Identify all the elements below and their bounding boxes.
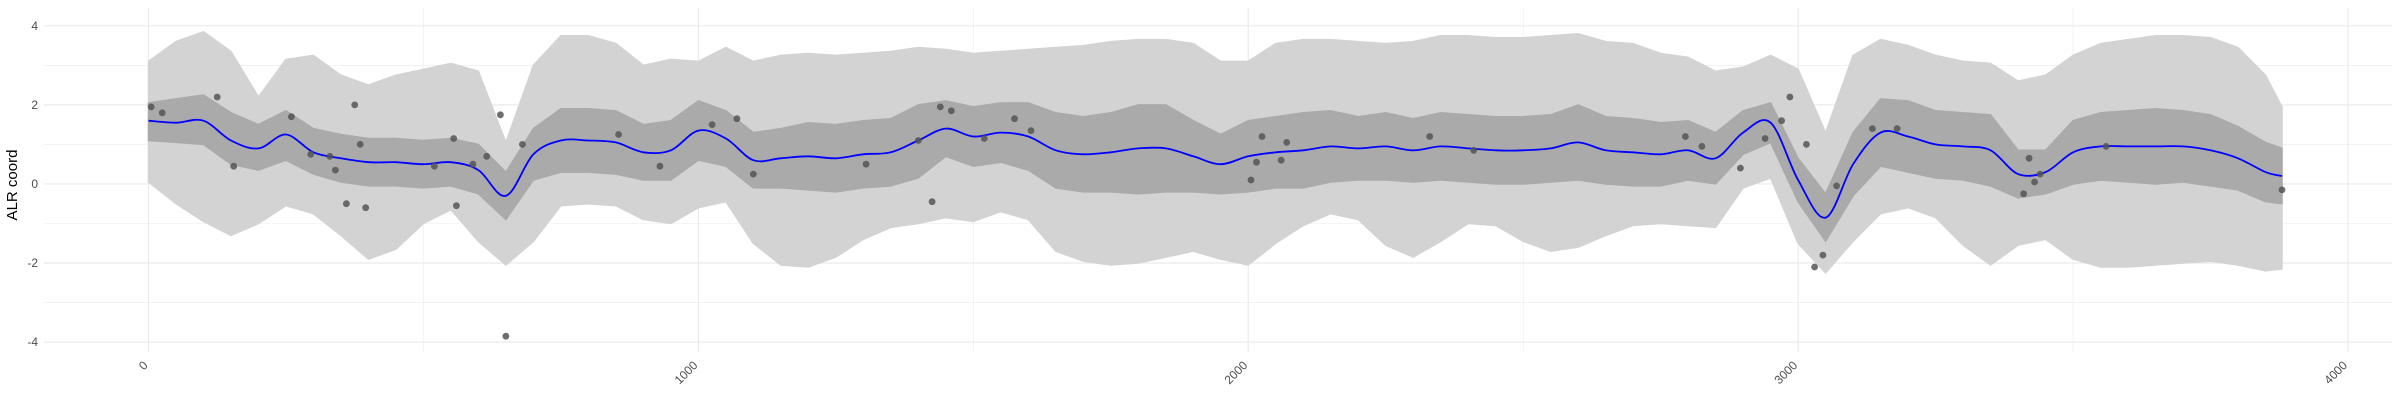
data-point xyxy=(1027,127,1035,134)
y-tick-label: 2 xyxy=(31,98,38,112)
data-point xyxy=(1778,117,1785,125)
mean-line xyxy=(148,118,2283,219)
data-point xyxy=(332,166,339,174)
data-point xyxy=(1893,125,1901,132)
data-point xyxy=(1426,133,1434,140)
x-tick-labels: 0 1000 2000 3000 4000 xyxy=(136,358,2350,387)
data-point xyxy=(936,103,944,111)
data-point xyxy=(656,162,664,170)
data-point xyxy=(1253,158,1260,166)
data-point xyxy=(2102,143,2110,150)
x-tick-label: 2000 xyxy=(1222,358,1251,387)
data-point xyxy=(497,111,504,119)
inner-confidence-band xyxy=(147,94,2283,243)
x-tick-label: 3000 xyxy=(1771,358,1800,387)
data-point xyxy=(914,137,922,144)
data-point xyxy=(307,150,315,158)
data-point xyxy=(1803,141,1810,148)
data-point xyxy=(450,135,458,142)
x-tick-label: 1000 xyxy=(672,358,701,387)
x-tick-label: 4000 xyxy=(2321,358,2350,387)
data-point xyxy=(213,93,221,101)
data-point xyxy=(1786,93,1794,101)
data-point xyxy=(1737,164,1744,172)
y-tick-label: 0 xyxy=(31,177,38,191)
data-point xyxy=(2031,178,2038,186)
data-point xyxy=(230,162,238,170)
data-point xyxy=(2036,170,2044,178)
data-point xyxy=(1470,146,1478,154)
data-point xyxy=(1761,135,1769,142)
data-point xyxy=(502,332,510,340)
data-point xyxy=(1682,133,1689,140)
data-point xyxy=(1277,156,1285,164)
data-point xyxy=(1283,139,1291,146)
data-point xyxy=(1811,263,1818,271)
data-point xyxy=(343,200,350,208)
data-point xyxy=(1869,125,1876,132)
data-point xyxy=(615,131,622,138)
y-tick-labels: -4 -2 0 2 4 xyxy=(27,19,38,349)
data-point xyxy=(453,202,460,210)
data-point xyxy=(1833,182,1840,190)
data-point xyxy=(431,162,438,170)
data-point xyxy=(356,141,364,148)
data-point xyxy=(2020,190,2027,198)
data-point xyxy=(928,198,936,206)
observation-points xyxy=(147,93,2286,340)
data-point xyxy=(947,107,955,115)
y-axis-title: ALR coord xyxy=(4,150,21,221)
data-point xyxy=(1011,115,1018,123)
data-point xyxy=(2025,154,2033,162)
data-point xyxy=(1698,143,1706,150)
data-point xyxy=(708,121,716,128)
x-tick-label: 0 xyxy=(136,358,151,373)
data-point xyxy=(862,160,870,168)
y-tick-label: 4 xyxy=(31,19,38,33)
data-point xyxy=(362,204,370,212)
data-point xyxy=(1819,251,1827,259)
data-point xyxy=(1258,133,1266,140)
data-point xyxy=(2278,186,2286,194)
y-tick-label: -4 xyxy=(27,335,38,349)
data-point xyxy=(980,135,988,142)
data-point xyxy=(483,152,491,160)
data-point xyxy=(326,152,334,160)
y-tick-label: -2 xyxy=(27,256,38,270)
data-point xyxy=(519,141,526,148)
data-point xyxy=(749,170,757,178)
data-point xyxy=(158,109,166,117)
data-point xyxy=(147,103,155,111)
inner-band-area xyxy=(147,94,2283,243)
data-point xyxy=(288,113,295,121)
data-point xyxy=(1247,176,1255,184)
data-point xyxy=(351,101,359,109)
mean-line-path xyxy=(148,118,2283,219)
data-point xyxy=(469,160,477,168)
data-point xyxy=(733,115,741,123)
